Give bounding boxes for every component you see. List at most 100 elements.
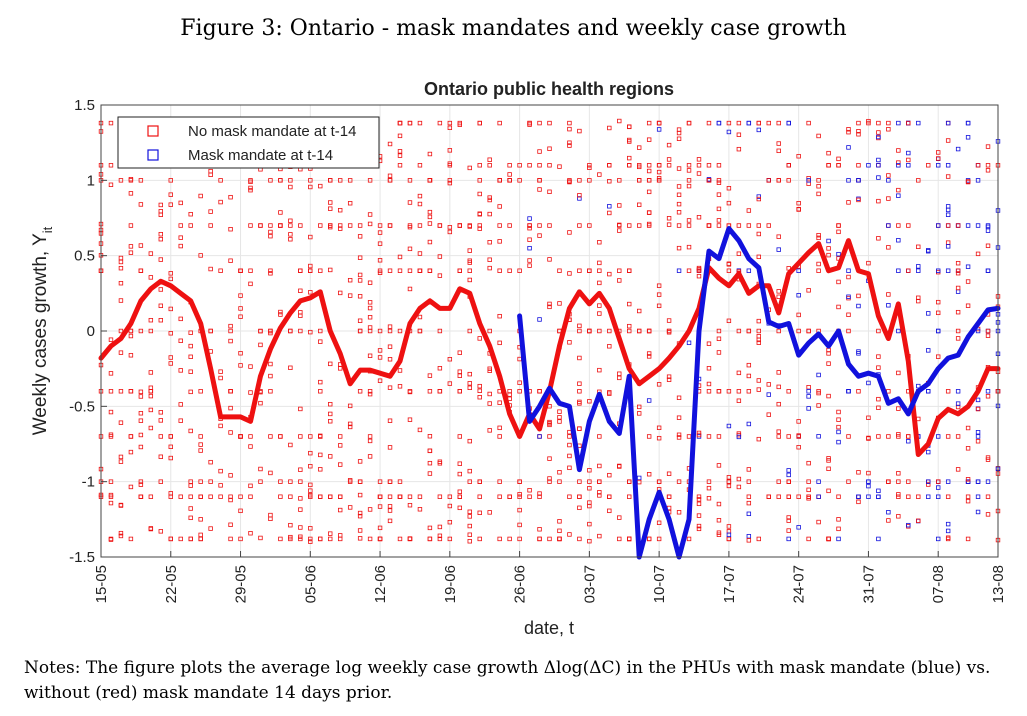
region-marker [467, 539, 472, 544]
region-marker [128, 536, 134, 542]
region-marker [517, 178, 522, 183]
region-marker [537, 223, 542, 228]
region-marker [876, 494, 881, 499]
region-marker [437, 389, 443, 394]
region-marker [148, 407, 154, 413]
region-marker [597, 240, 602, 245]
region-marker [936, 536, 941, 542]
region-marker [437, 273, 443, 278]
region-marker [308, 268, 313, 273]
region-marker [597, 493, 602, 498]
region-marker [437, 223, 443, 228]
region-marker [238, 306, 243, 311]
region-marker [896, 148, 901, 153]
region-marker [457, 494, 462, 499]
region-marker [427, 448, 433, 454]
region-marker [138, 494, 144, 499]
region-marker [318, 339, 323, 344]
region-marker [985, 389, 991, 394]
region-marker [128, 223, 134, 228]
region-marker [268, 512, 273, 518]
region-marker [138, 479, 144, 484]
region-marker [397, 494, 403, 499]
region-marker [158, 287, 163, 292]
region-marker [328, 454, 333, 459]
region-marker [646, 354, 652, 359]
region-marker [367, 438, 373, 444]
region-marker [527, 237, 532, 242]
region-marker [367, 389, 373, 394]
region-marker [128, 449, 134, 455]
region-marker [537, 178, 542, 183]
region-marker [846, 312, 851, 317]
region-marker [975, 479, 981, 484]
region-marker [806, 328, 811, 334]
region-marker [726, 423, 732, 429]
region-marker [577, 505, 582, 511]
region-marker [457, 120, 462, 126]
region-marker [726, 120, 732, 126]
region-marker [726, 186, 732, 191]
region-marker [846, 200, 851, 205]
region-marker [447, 229, 453, 235]
region-marker [766, 178, 771, 183]
region-marker [776, 479, 781, 484]
region-marker [547, 120, 552, 126]
region-marker [886, 245, 891, 250]
region-marker [497, 178, 502, 183]
region-marker [337, 226, 343, 231]
region-marker [268, 268, 273, 273]
region-marker [985, 328, 991, 334]
region-marker [158, 418, 163, 423]
region-marker [786, 178, 791, 183]
region-marker [676, 268, 682, 273]
region-marker [447, 381, 453, 386]
region-marker [278, 434, 283, 439]
region-marker [218, 199, 223, 205]
region-marker [786, 163, 791, 168]
region-marker [427, 209, 433, 215]
region-marker [268, 516, 273, 522]
region-marker [188, 428, 193, 434]
region-marker [118, 389, 124, 394]
region-marker [357, 278, 363, 283]
region-marker [377, 525, 383, 531]
region-marker [308, 290, 313, 295]
region-marker [218, 369, 223, 374]
region-marker [337, 494, 343, 499]
region-marker [577, 328, 582, 334]
region-marker [178, 243, 183, 249]
region-marker [965, 446, 971, 451]
region-marker [577, 128, 582, 134]
region-marker [955, 309, 961, 315]
region-marker [328, 178, 333, 183]
region-marker [138, 243, 144, 248]
x-tick-label: 07-08 [930, 565, 947, 603]
region-marker [567, 453, 572, 459]
region-marker [397, 120, 403, 126]
region-marker [646, 434, 652, 439]
region-marker [108, 389, 114, 394]
region-marker [188, 536, 193, 542]
region-marker [377, 378, 383, 383]
region-marker [208, 168, 213, 174]
x-tick-label: 29-05 [233, 565, 250, 603]
region-marker [617, 371, 622, 376]
region-marker [816, 479, 821, 484]
region-marker [676, 245, 682, 251]
region-marker [876, 488, 881, 494]
region-marker [208, 223, 213, 228]
region-marker [288, 534, 293, 540]
region-marker [826, 163, 831, 168]
region-marker [138, 202, 144, 207]
region-marker [567, 179, 572, 184]
region-marker [896, 238, 901, 243]
region-marker [637, 202, 642, 207]
region-marker [706, 223, 712, 228]
region-marker [706, 223, 712, 228]
region-marker [178, 338, 183, 343]
region-marker [936, 150, 941, 155]
region-marker [577, 178, 582, 183]
region-marker [726, 532, 732, 538]
region-marker [377, 348, 383, 353]
